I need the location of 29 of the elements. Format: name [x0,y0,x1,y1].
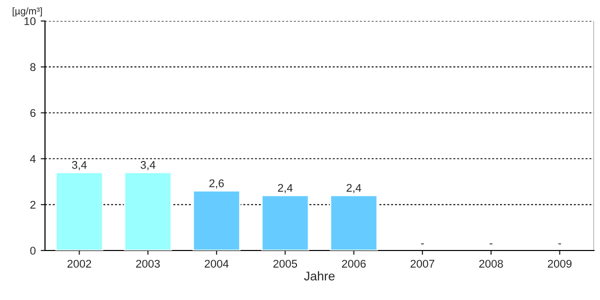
y-tick-label: 10 [24,17,36,26]
text: - [558,243,562,244]
y-tick-label: 4 [30,155,36,163]
bar [55,172,104,250]
x-tick-label: 2002 [68,260,92,268]
x-tick-label: 2004 [204,260,229,268]
data-label: 2,4 [278,184,293,194]
text: - [490,243,492,244]
y-axis-title: [µg/m³] [12,7,42,16]
bar [330,194,378,250]
y-tick-label: 6 [30,109,36,117]
x-tick-label: 2007 [410,260,434,268]
data-label: 3,4 [140,161,156,170]
y-tick-label: 2 [30,200,36,209]
data-label: 3,4 [72,161,87,170]
data-label: 2,6 [209,179,224,189]
x-tick-label: 2008 [479,260,503,268]
x-tick-label: 2003 [136,260,160,268]
y-tick-label: 0 [30,246,36,255]
text: - [421,243,424,244]
bar [124,172,172,250]
bar [261,194,310,250]
data-label: 2,4 [346,184,362,194]
x-tick-label: 2009 [548,260,572,268]
x-tick-label: 2006 [342,260,366,268]
y-tick-label: 8 [30,63,36,72]
bar [192,190,241,250]
x-tick-label: 2005 [273,260,298,268]
x-axis-title: Jahre [304,271,335,280]
